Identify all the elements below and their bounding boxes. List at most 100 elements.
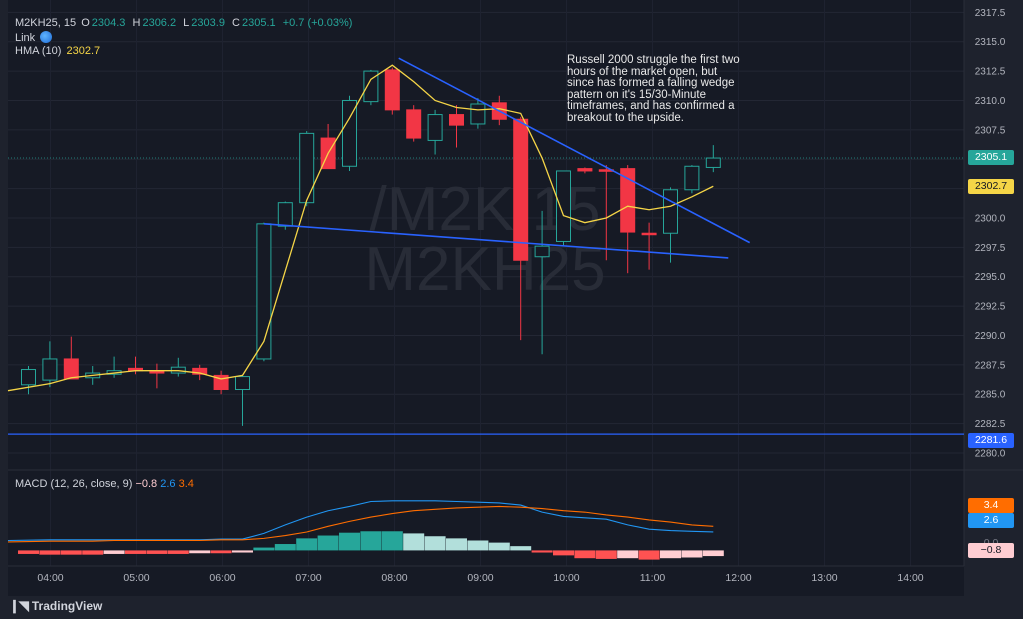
macd-histogram-bar: [210, 550, 232, 554]
candle-down: [406, 109, 422, 139]
candle-up: [663, 189, 678, 234]
change-value: +0.7 (+0.03%): [282, 17, 353, 29]
macd-histogram-bar: [360, 531, 382, 551]
candle-down: [577, 168, 593, 172]
macd-histogram-bar: [488, 542, 510, 551]
macd-label: MACD (12, 26, close, 9): [15, 478, 133, 490]
wedge-trendline: [263, 223, 729, 259]
macd-histogram-bar: [574, 550, 596, 559]
macd-histogram-bar: [638, 550, 660, 560]
x-tick-label: 04:00: [37, 572, 63, 584]
candle-up: [277, 202, 293, 227]
macd-histogram-bar: [681, 550, 703, 558]
y-tick-label: 2317.5: [975, 8, 1006, 19]
macd-histogram-bar: [232, 550, 253, 553]
hist-price-tag: −0.8: [968, 543, 1014, 558]
candle-up: [21, 369, 36, 386]
chart-annotation[interactable]: Russell 2000 struggle the first two hour…: [567, 54, 740, 124]
hma-price-tag: 2302.7: [968, 179, 1014, 194]
candle-up: [299, 132, 315, 204]
hma-line: [7, 64, 714, 392]
macd-line-value: 2.6: [160, 478, 176, 490]
watermark-text: M2KH25: [364, 235, 605, 304]
line-price-tag: 2281.6: [968, 433, 1014, 448]
y-tick-label: 2282.5: [975, 419, 1006, 430]
ohlc-low: L 2303.9: [183, 17, 225, 29]
macd-signal-line: [7, 505, 714, 543]
ohlc-legend: M2KH25, 15 O 2304.3 H 2306.2 L 2303.9 C 2305…: [15, 17, 354, 29]
macd-histogram-bar: [125, 550, 146, 554]
y-tick-label: 2285.0: [975, 390, 1006, 401]
x-tick-label: 08:00: [381, 572, 407, 584]
macd-histogram-bar: [467, 540, 489, 551]
macd-histogram-bar: [317, 535, 339, 551]
candle-up: [235, 376, 250, 391]
candle-up: [534, 245, 550, 258]
macd-histogram-bar: [146, 550, 168, 554]
macd-histogram-bar: [446, 538, 467, 551]
macd-histogram-bar: [18, 550, 39, 554]
y-tick-label: 2307.5: [975, 125, 1006, 136]
macd-hist-value: −0.8: [135, 478, 158, 490]
macd-histogram-bar: [702, 550, 724, 557]
macd-line: [7, 500, 714, 542]
candle-down: [449, 114, 464, 126]
candle-up: [556, 170, 571, 242]
x-tick-label: 11:00: [640, 572, 666, 584]
candle-up: [42, 358, 58, 381]
x-tick-label: 05:00: [123, 572, 149, 584]
y-tick-label: 2287.5: [975, 360, 1006, 371]
candle-down: [384, 69, 400, 111]
symbol-label: M2KH25, 15: [15, 17, 77, 29]
plot-area[interactable]: [8, 0, 964, 596]
candle-up: [342, 99, 357, 167]
candle-up: [256, 223, 272, 360]
x-tick-label: 06:00: [209, 572, 235, 584]
candle-down: [513, 118, 529, 261]
hma-value: 2302.7: [66, 45, 101, 57]
macd-histogram-bar: [253, 547, 275, 551]
candle-down: [192, 367, 208, 375]
y-tick-label: 2315.0: [975, 37, 1006, 48]
macd-histogram-bar: [103, 550, 125, 554]
x-tick-label: 12:00: [725, 572, 751, 584]
macd-signal-value: 3.4: [178, 478, 194, 490]
signal-price-tag: 3.4: [968, 498, 1014, 513]
macd-histogram-bar: [167, 550, 189, 554]
candle-down: [63, 358, 79, 380]
last-price-tag: 2305.1: [968, 150, 1014, 165]
candle-down: [620, 168, 636, 233]
x-tick-label: 09:00: [467, 572, 493, 584]
macd-histogram-bar: [510, 546, 532, 551]
hma-legend: HMA (10) 2302.7: [15, 45, 102, 57]
macd-histogram-bar: [595, 550, 617, 559]
macd-histogram-bar: [403, 533, 425, 551]
candle-up: [684, 165, 700, 191]
brand-label: TradingView: [31, 599, 103, 613]
candle-up: [427, 114, 443, 141]
tradingview-logo[interactable]: ❙◥ TradingView: [9, 598, 102, 614]
link-legend[interactable]: Link: [15, 31, 54, 44]
y-tick-label: 2297.5: [975, 243, 1006, 254]
macd-legend: MACD (12, 26, close, 9) −0.8 2.6 3.4: [15, 478, 194, 490]
macd-histogram-bar: [381, 531, 403, 551]
ohlc-high: H 2306.2: [132, 17, 177, 29]
hma-label: HMA (10): [15, 45, 62, 57]
ohlc-open: O 2304.3: [81, 17, 126, 29]
wedge-trendline: [398, 57, 751, 244]
macd-histogram-bar: [82, 550, 104, 555]
macd-histogram-bar: [296, 538, 318, 551]
macd-histogram-bar: [617, 550, 639, 559]
macd-histogram-bar: [189, 550, 211, 554]
candle-down: [641, 232, 657, 236]
y-tick-label: 2295.0: [975, 272, 1006, 283]
tradingview-icon: ❙◥: [9, 598, 29, 613]
candle-up: [705, 157, 721, 168]
candle-up: [470, 103, 486, 125]
macd-histogram-bar: [39, 550, 61, 555]
link-dot-icon[interactable]: [40, 31, 53, 43]
link-label: Link: [15, 32, 36, 44]
x-tick-label: 13:00: [811, 572, 837, 584]
macd-histogram-bar: [339, 532, 360, 551]
